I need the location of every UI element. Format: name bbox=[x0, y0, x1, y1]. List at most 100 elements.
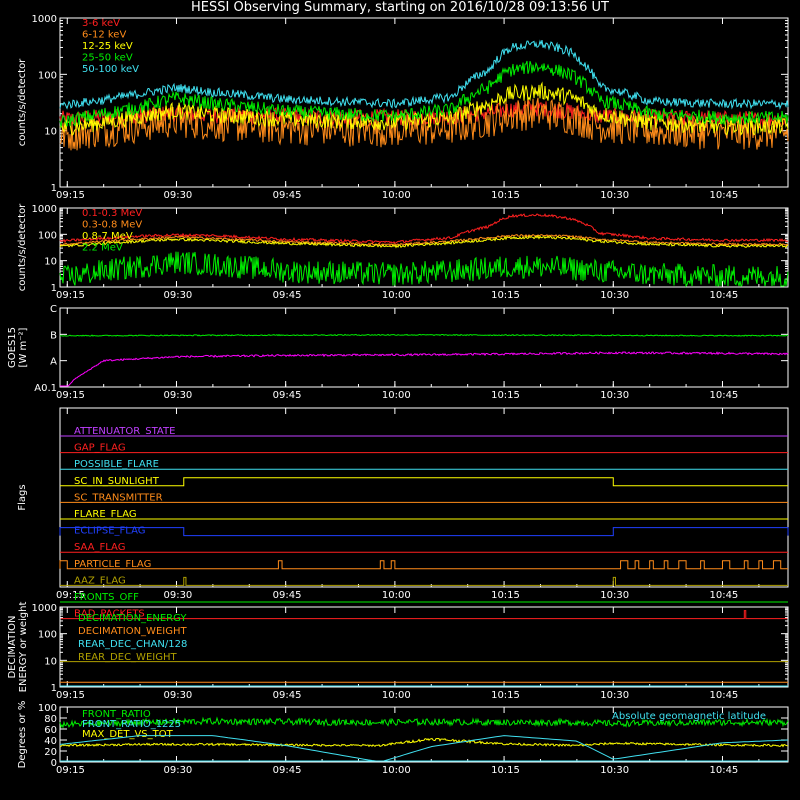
y-axis-label: Degrees or % bbox=[17, 701, 28, 769]
legend-0-8-7-mev: 0.8-7 MeV bbox=[82, 231, 133, 242]
series-0-8-7-mev bbox=[59, 234, 789, 249]
y-tick-label: 10 bbox=[44, 656, 57, 667]
y-axis-label: GOES15 bbox=[7, 327, 18, 368]
y-tick-label: A bbox=[50, 357, 57, 368]
flag-trace-aaz-flag bbox=[60, 576, 788, 586]
flag-trace-bad-packets bbox=[60, 610, 788, 620]
x-tick-label: 10:15 bbox=[491, 290, 520, 301]
series-1-8 bbox=[59, 333, 789, 337]
x-tick-label: 09:15 bbox=[56, 290, 85, 301]
y-tick-label: 0 bbox=[51, 758, 57, 769]
x-tick-label: 09:15 bbox=[56, 690, 85, 701]
x-tick-label: 10:00 bbox=[382, 590, 411, 601]
x-tick-label: 10:45 bbox=[709, 590, 738, 601]
y-tick-label: 1000 bbox=[32, 14, 57, 25]
x-tick-label: 09:45 bbox=[273, 390, 302, 401]
y-tick-label: 60 bbox=[44, 725, 57, 736]
y-tick-label: 100 bbox=[38, 70, 57, 81]
panel-ratios: 09:15 09:30 09:45 10:00 10:15 10:30 10:45 02040… bbox=[17, 701, 789, 776]
panel-frame bbox=[59, 307, 789, 388]
series-max-det-vs-tot bbox=[59, 737, 789, 748]
x-tick-label: 09:30 bbox=[163, 390, 192, 401]
series-front-ratio bbox=[59, 716, 789, 729]
x-tick-label: 10:30 bbox=[600, 390, 629, 401]
legend-12-25-kev: 12-25 keV bbox=[82, 41, 133, 52]
legend-rear-dec-weight: REAR_DEC_WEIGHT bbox=[78, 652, 177, 663]
y-tick-label: 100 bbox=[38, 703, 57, 714]
x-tick-label: 10:30 bbox=[600, 190, 629, 201]
series-0-5-4 bbox=[60, 351, 789, 387]
flag-label-possible-flare: POSSIBLE_FLARE bbox=[74, 459, 159, 470]
panel-high-energy: 09:15 09:30 09:45 10:00 10:15 10:30 10:45 1 10 10… bbox=[17, 203, 789, 301]
flag-label-sc-transmitter: SC_TRANSMITTER bbox=[74, 492, 163, 503]
flag-label-particle-flag: PARTICLE_FLAG bbox=[74, 559, 151, 570]
panel-frame bbox=[59, 706, 789, 763]
panel-decimation: 09:15 09:30 09:45 10:00 10:15 10:30 10:45 1 10 10… bbox=[7, 602, 789, 701]
x-tick-label: 10:45 bbox=[709, 390, 738, 401]
series-50-100-kev bbox=[59, 39, 789, 110]
x-tick-label: 10:00 bbox=[382, 390, 411, 401]
flag-label-sc-in-sunlight: SC_IN_SUNLIGHT bbox=[74, 476, 160, 487]
series-0-1-0-3-mev bbox=[59, 213, 789, 244]
x-tick-label: 09:30 bbox=[163, 590, 192, 601]
x-tick-label: 10:15 bbox=[491, 590, 520, 601]
y-tick-label: 20 bbox=[44, 747, 57, 758]
x-tick-label: 09:15 bbox=[56, 190, 85, 201]
x-tick-label: 10:30 bbox=[600, 590, 629, 601]
panel-goes: 09:15 09:30 09:45 10:00 10:15 10:30 10:45 A0.1 A… bbox=[7, 304, 789, 401]
y-tick-label: 10 bbox=[44, 257, 57, 268]
y-axis-label: counts/s/detector bbox=[17, 203, 28, 291]
x-tick-label: 10:00 bbox=[382, 190, 411, 201]
panel-light-curves: 09:15 09:30 09:45 10:00 10:15 10:30 10:45 1 10 10… bbox=[17, 14, 789, 201]
flag-label-gap-flag: GAP_FLAG bbox=[74, 443, 126, 454]
y-tick-label: 1000 bbox=[32, 603, 57, 614]
panel-flags: 09:15 09:30 09:45 10:00 10:15 10:30 10:45 Flags… bbox=[17, 407, 789, 620]
annotation-geomagnetic: Absolute geomagnetic latitude bbox=[612, 711, 766, 722]
y-tick-label: 100 bbox=[38, 230, 57, 241]
flag-trace-particle-flag bbox=[59, 560, 788, 570]
x-tick-label: 10:00 bbox=[382, 690, 411, 701]
y-tick-label: 10 bbox=[44, 127, 57, 138]
x-tick-label: 09:45 bbox=[273, 765, 302, 776]
legend-decimation-energy: DECIMATION_ENERGY bbox=[78, 613, 187, 624]
x-tick-label: 10:45 bbox=[709, 765, 738, 776]
x-tick-label: 10:00 bbox=[382, 765, 411, 776]
legend-2-2-mev: 2.2 MeV bbox=[82, 243, 123, 254]
x-tick-label: 09:30 bbox=[163, 190, 192, 201]
y-axis-label: counts/s/detector bbox=[17, 58, 28, 146]
y-axis-label-2: [W m⁻²] bbox=[18, 327, 29, 367]
flag-label-bad-packets: BAD_PACKETS bbox=[74, 609, 145, 620]
series-6-12-kev bbox=[59, 97, 789, 151]
flag-label-saa-flag: SAA_FLAG bbox=[74, 542, 125, 553]
x-tick-label: 10:45 bbox=[709, 290, 738, 301]
y-tick-label: 1000 bbox=[32, 204, 57, 215]
y-tick-label: 1 bbox=[51, 183, 57, 194]
x-tick-label: 09:30 bbox=[163, 765, 192, 776]
legend-front-ratio: FRONT_RATIO bbox=[82, 709, 151, 720]
legend-50-100-kev: 50-100 keV bbox=[82, 64, 139, 75]
legend-front-ratio-1225: FRONT_RATIO_1225 bbox=[82, 719, 181, 730]
series-absolute-geomagnetic-latitude bbox=[59, 735, 789, 762]
flag-label-eclipse-flag: ECLIPSE_FLAG bbox=[74, 526, 145, 537]
legend-rear-dec-chan-128: REAR_DEC_CHAN/128 bbox=[78, 639, 187, 650]
x-tick-label: 10:30 bbox=[600, 690, 629, 701]
series-0-3-0-8-mev bbox=[59, 233, 789, 247]
y-axis-label-2: ENERGY or weight bbox=[18, 602, 29, 693]
x-tick-label: 10:30 bbox=[600, 290, 629, 301]
panel-frame bbox=[59, 407, 789, 588]
series-12-25-kev bbox=[59, 81, 789, 136]
flag-label-fronts-off: FRONTS_OFF bbox=[74, 592, 139, 603]
y-tick-label: 40 bbox=[44, 736, 57, 747]
y-tick-label: C bbox=[50, 304, 57, 315]
y-axis-label: DECIMATION bbox=[7, 615, 18, 678]
y-tick-label: 80 bbox=[44, 714, 57, 725]
legend-3-6-kev: 3-6 keV bbox=[82, 18, 120, 29]
x-tick-label: 10:45 bbox=[709, 690, 738, 701]
x-tick-label: 09:45 bbox=[273, 190, 302, 201]
x-tick-label: 09:15 bbox=[56, 765, 85, 776]
x-tick-label: 09:15 bbox=[56, 390, 85, 401]
x-tick-label: 09:45 bbox=[273, 290, 302, 301]
y-axis-label: Flags bbox=[17, 484, 28, 510]
x-tick-label: 09:45 bbox=[273, 590, 302, 601]
